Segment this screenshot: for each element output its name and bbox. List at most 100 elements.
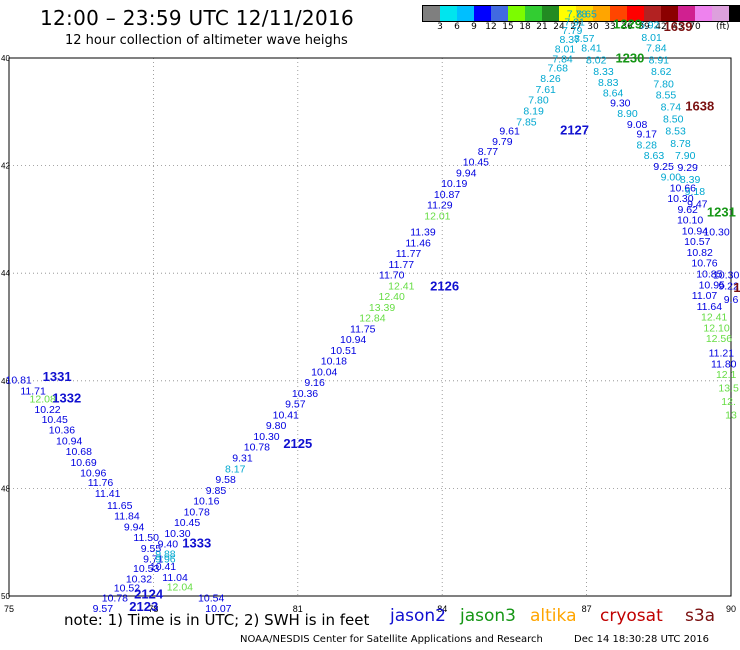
footer: NOAA/NESDIS Center for Satellite Applica… [240,634,737,645]
swh-value-label: 8.28 [637,139,658,151]
pass-number-label: 1332 [52,390,81,405]
swh-value-label: 8.83 [598,77,619,89]
colorbar-label: 3 [437,22,443,32]
swh-value-label: 9.62 [677,204,698,216]
colorbar-label: 18 [519,22,531,32]
swh-value-label: 7.85 [516,116,537,128]
swh-value-label: 8.50 [663,114,684,126]
swh-value-label: 12.84 [359,313,385,325]
swh-value-label: 10.78 [184,506,210,518]
swh-value-label: 9.58 [215,474,236,486]
swh-value-label: 11.70 [379,270,405,282]
swh-value-label: 7.68 [548,62,569,74]
swh-value-label: 13.5 [718,383,739,395]
chart-title: 12:00 – 23:59 UTC 12/11/2016 [40,6,355,30]
pass-number-label: 2127 [560,122,589,137]
swh-value-label: 9.57 [93,603,114,615]
swh-value-label: 8.02 [586,54,607,66]
swh-value-label: 9.16 [304,377,325,389]
swh-value-label: 10.69 [70,457,96,469]
swh-value-label: 10.41 [150,561,176,573]
swh-value-label: 10.19 [441,178,467,190]
swh-value-label: 11.39 [410,227,436,239]
colorbar-label: 15 [502,22,514,32]
swh-value-label: 10.30 [667,193,693,205]
pass-number-label: 2125 [283,436,312,451]
colorbar-label: 12 [485,22,497,32]
swh-value-label: 9.22 [718,280,739,292]
swh-value-label: 11.41 [95,488,121,500]
swh-value-label: 9.31 [232,453,253,465]
colorbar-label: 6 [454,22,460,32]
swh-value-label: 12.1 [716,369,737,381]
note-text: note: 1) Time is in UTC; 2) SWH is in fe… [64,611,370,629]
y-tick-label: 46 [1,377,10,386]
swh-value-label: 10.41 [273,409,299,421]
colorbar-swatch [610,6,627,21]
swh-value-label: 9.88 [155,548,176,560]
swh-value-label: 9.18 [685,186,706,198]
swh-value-label: 9.79 [492,136,513,148]
swh-value-label: 8.77 [478,146,499,158]
colorbar-swatch [712,6,729,21]
swh-value-label: 10.30 [713,270,739,282]
swh-value-label: 8.53 [665,125,686,137]
swh-value-label: 10.94 [682,225,708,237]
colorbar-swatch [491,6,508,21]
swh-value-label: 7.91 [564,17,585,29]
colorbar-swatch [576,6,593,21]
swh-value-label: 7.78 [567,9,588,21]
swh-value-label: 10.52 [114,583,140,595]
swh-value-label: 11.77 [389,259,415,271]
swh-value-label: 11.76 [88,477,114,489]
swh-value-label: 10.18 [321,356,347,368]
swh-value-label: 8.33 [593,66,614,78]
x-tick-label: 81 [293,604,303,614]
colorbar-swatch [559,6,576,21]
swh-value-label: 8.55 [656,89,677,101]
swh-value-label: 9.30 [610,97,631,109]
swh-value-label: 11.75 [350,323,376,335]
swh-value-label: 12.08 [30,393,56,405]
swh-value-label: 9.29 [677,162,698,174]
colorbar-swatch [593,6,610,21]
swh-value-label: 10.22 [34,404,60,416]
colorbar-label: 45 [672,22,684,32]
swh-value-label: 11.71 [20,385,46,397]
swh-value-label: 10.81 [5,374,31,386]
colorbar-unit: (ft) [716,22,730,32]
swh-value-label: 10.45 [42,414,68,426]
swh-value-label: 9.71 [143,554,164,566]
swh-value-label: 10.82 [687,247,713,259]
swh-value-label: 10.78 [244,442,270,454]
data-labels: 10.8111.7112.0810.2210.4510.3610.9410.68… [5,9,739,615]
swh-value-label: 12. [721,396,736,408]
swh-value-label: 11.50 [133,532,159,544]
swh-value-label: 10.78 [102,592,128,604]
swh-value-label: 8.62 [651,66,672,78]
swh-value-label: 8.90 [617,108,638,120]
colorbar-swatch [457,6,474,21]
swh-value-label: 6.92 [639,19,660,31]
swh-value-label: 8.57 [574,33,595,45]
swh-value-label: 10.30 [703,227,729,239]
swh-value-label: 8.64 [603,88,624,100]
y-tick-label: 50 [1,592,10,601]
swh-value-label: 10.16 [193,496,219,508]
colorbar-swatch [644,6,661,21]
footer-credit: NOAA/NESDIS Center for Satellite Applica… [240,634,543,645]
colorbar-label: 27 [570,22,582,32]
y-tick-label: 42 [1,162,10,171]
colorbar-label: 36 [621,22,633,32]
swh-value-label: 7.80 [528,95,549,107]
pass-number-label: 2124 [134,587,164,602]
swh-value-label: 7.90 [675,150,696,162]
swh-value-label: 10.30 [253,431,279,443]
swh-value-label: 10.94 [340,334,366,346]
swh-value-label: 10.87 [434,189,460,201]
swh-value-label: 12.01 [424,210,450,222]
swh-value-label: 8.19 [523,105,544,117]
colorbar-label: 21 [536,22,548,32]
swh-value-label: 10.04 [311,366,337,378]
